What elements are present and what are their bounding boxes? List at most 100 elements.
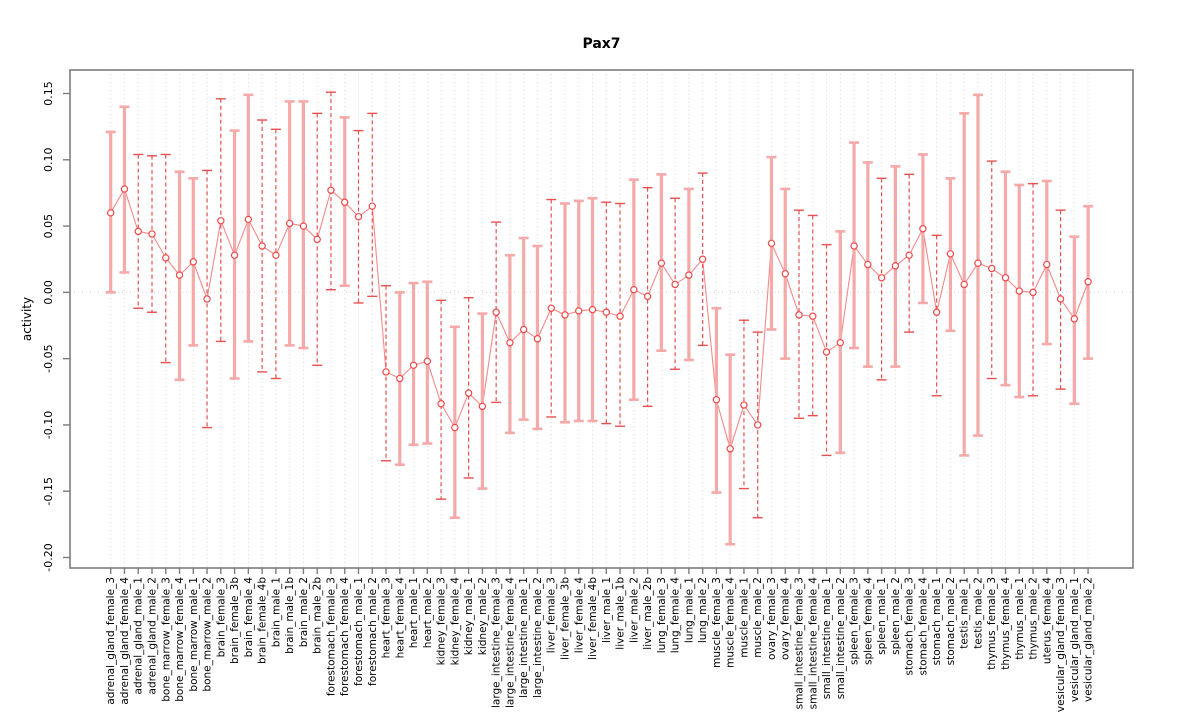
y-tick-label: 0.15 [42,81,55,106]
data-point [781,270,789,278]
data-point [354,213,363,221]
data-point [285,219,294,228]
data-point [519,325,528,334]
x-tick-label: bone_marrow_male_1 [188,577,200,692]
y-tick-label: -0.20 [42,543,55,571]
x-tick-label: liver_female_3 [546,577,558,653]
x-tick-label: kidney_female_3 [436,577,448,665]
data-point [726,445,734,453]
x-tick-label: brain_female_3 [215,577,227,657]
x-tick-label: muscle_female_3 [711,577,723,668]
data-point [189,258,197,266]
x-tick-label: forestomach_male_2 [367,577,379,686]
x-tick-label: stomach_male_1 [931,577,943,665]
data-point [588,305,597,314]
x-tick-label: liver_female_3b [559,577,571,660]
data-point [643,292,652,301]
x-tick-label: brain_male_2 [298,577,310,647]
x-tick-label: vesicular_gland_female_3 [1055,577,1067,712]
data-point [175,271,184,279]
data-point [1043,260,1051,269]
x-tick-label: lung_male_2 [697,577,709,643]
data-point [423,357,432,365]
data-point [478,402,487,411]
data-point [877,274,886,282]
x-tick-label: vesicular_gland_male_1 [1069,577,1081,702]
data-point [630,286,638,294]
data-point [382,368,390,376]
data-point [575,307,583,315]
x-tick-label: small_intestine_female_3 [794,577,806,709]
x-tick-label: brain_male_2b [312,577,324,654]
x-tick-label: stomach_male_2 [945,577,957,665]
data-point [932,308,941,316]
x-tick-label: brain_female_4 [243,577,255,658]
data-point [1015,287,1023,295]
data-point [162,254,170,262]
data-point [1029,288,1037,297]
data-point [960,280,968,289]
data-point [657,259,666,267]
x-tick-label: thymus_female_4 [1000,577,1012,670]
x-tick-label: forestomach_male_1 [353,577,365,686]
data-point [864,260,872,269]
x-tick-label: adrenal_gland_female_4 [119,577,131,705]
x-tick-label: large_intestine_female_4 [504,577,516,708]
x-tick-label: thymus_male_2 [1028,577,1040,660]
x-tick-label: brain_male_1b [284,577,296,654]
x-tick-label: brain_male_1 [270,577,282,647]
data-point [767,239,776,248]
data-point [217,217,225,225]
data-point [561,311,569,319]
data-point [327,186,335,194]
y-tick-label: 0.10 [42,148,55,173]
y-tick-label: 0.05 [42,214,55,239]
data-point [602,308,610,316]
x-tick-label: kidney_male_1 [463,577,475,655]
chart-title: Pax7 [582,36,621,52]
x-tick-label: spleen_male_1 [876,577,888,655]
x-tick-label: liver_female_4b [587,577,599,660]
x-tick-label: liver_male_1b [615,577,627,650]
x-tick-label: thymus_male_1 [1014,577,1026,660]
x-tick-label: forestomach_female_3 [325,577,337,696]
x-tick-label: testis_male_2 [972,577,984,649]
x-tick-label: large_intestine_male_2 [532,577,544,698]
data-point [905,251,913,259]
x-tick-label: ovary_female_3 [766,577,778,660]
x-tick-label: adrenal_gland_male_2 [146,577,158,694]
data-point [836,339,845,347]
data-point [106,209,115,217]
data-point [822,348,831,356]
data-point [464,389,473,397]
data-point [671,280,679,289]
data-point [1056,295,1065,303]
data-point [1084,278,1092,286]
x-tick-label: heart_male_1 [408,577,420,648]
data-point [850,242,858,250]
data-point [148,230,156,238]
data-point [313,235,321,244]
x-tick-label: small_intestine_male_1 [821,577,833,699]
y-tick-label: -0.10 [42,411,55,439]
x-tick-label: lung_male_1 [683,577,695,643]
x-tick-label: lung_female_3 [656,577,668,653]
x-tick-label: bone_marrow_male_2 [202,577,214,692]
x-tick-label: bone_marrow_female_3 [160,577,172,702]
data-point [740,401,748,409]
data-point [409,361,418,369]
data-point [203,295,211,303]
plot-border [69,69,1134,569]
x-tick-label: lung_female_4 [670,577,682,654]
x-tick-label: muscle_male_1 [738,577,750,658]
x-tick-label: large_intestine_male_1 [518,577,530,698]
x-tick-label: brain_female_4b [257,577,269,664]
data-point [492,308,500,316]
y-axis-label: activity [20,296,34,342]
x-tick-label: vesicular_gland_male_2 [1083,577,1095,702]
x-tick-label: kidney_male_2 [477,577,489,655]
data-point [891,262,900,270]
data-point [946,250,955,258]
